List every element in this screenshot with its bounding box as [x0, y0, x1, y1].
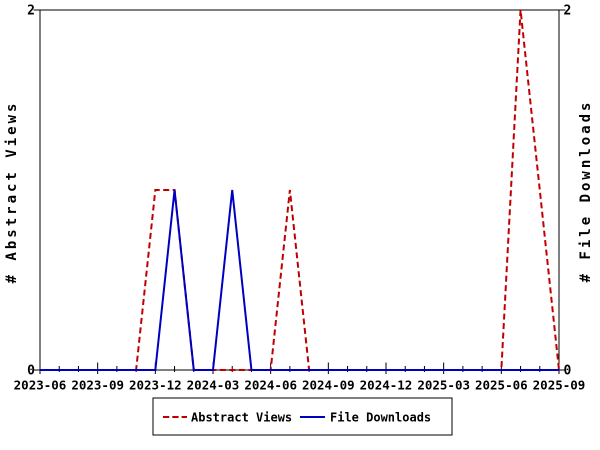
x-tick-label: 2024-09	[302, 378, 355, 393]
x-tick-label: 2023-09	[71, 378, 124, 393]
x-tick-label: 2025-09	[533, 378, 586, 393]
y-right-tick-label-max: 2	[564, 4, 572, 19]
x-tick-label: 2025-06	[475, 378, 528, 393]
x-axis-tick-labels: 2023-06 2023-09 2023-12 2024-03 2024-06 2024-…	[14, 378, 586, 393]
file-downloads-line	[40, 189, 559, 371]
x-axis-ticks	[39, 362, 560, 374]
x-tick-label: 2023-12	[129, 378, 182, 393]
y-axis-ticks	[33, 9, 566, 371]
legend: Abstract Views File Downloads	[152, 397, 453, 436]
x-tick-label: 2025-03	[417, 378, 470, 393]
abstract-views-line	[40, 9, 560, 371]
plot-border	[39, 9, 560, 371]
file-downloads-legend-label: File Downloads	[330, 411, 431, 425]
y-left-tick-label-max: 2	[27, 4, 35, 19]
x-tick-label: 2024-03	[187, 378, 240, 393]
x-tick-label: 2024-06	[244, 378, 297, 393]
x-tick-label: 2024-12	[360, 378, 413, 393]
y-axis-label-right: # File Downloads	[578, 100, 594, 283]
x-tick-label: 2023-06	[14, 378, 67, 393]
y-right-tick-label-min: 0	[564, 364, 572, 379]
abstract-views-legend-label: Abstract Views	[191, 411, 292, 425]
y-axis-label-left: # Abstract Views	[4, 101, 20, 284]
y-left-tick-label-min: 0	[27, 364, 35, 379]
